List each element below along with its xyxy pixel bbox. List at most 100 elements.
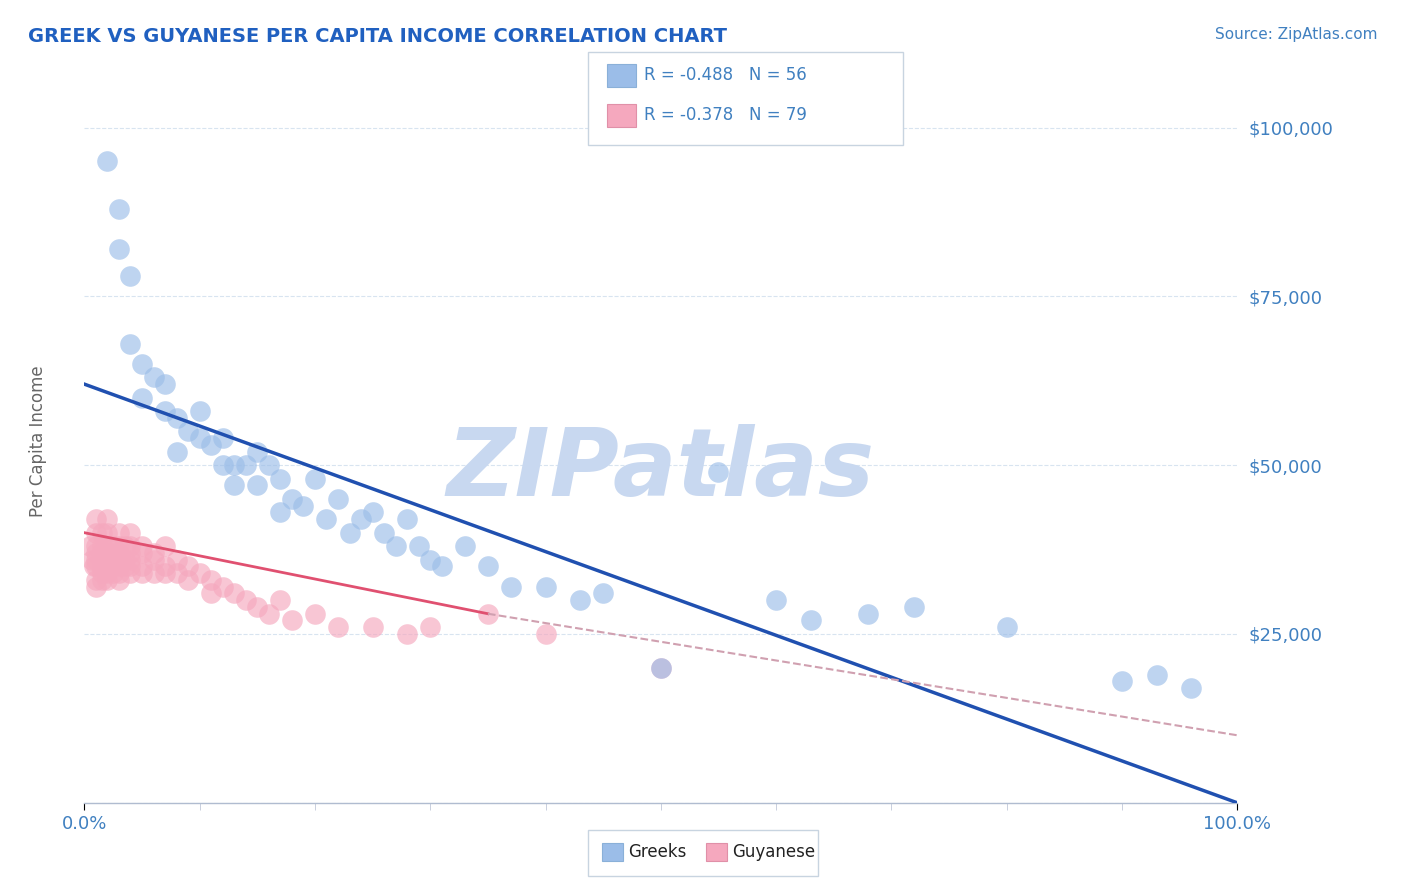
Point	[96, 539, 118, 553]
Point	[315, 512, 337, 526]
Point	[339, 525, 361, 540]
Point	[177, 559, 200, 574]
Point	[800, 614, 823, 628]
Point	[430, 559, 453, 574]
Point	[396, 627, 419, 641]
Point	[292, 499, 315, 513]
Point	[90, 566, 112, 581]
Point	[534, 627, 557, 641]
Point	[131, 391, 153, 405]
Point	[224, 458, 246, 472]
Point	[304, 472, 326, 486]
Point	[131, 357, 153, 371]
Point	[477, 607, 499, 621]
Point	[257, 458, 280, 472]
Text: Greeks: Greeks	[628, 843, 688, 861]
Point	[166, 411, 188, 425]
Text: GREEK VS GUYANESE PER CAPITA INCOME CORRELATION CHART: GREEK VS GUYANESE PER CAPITA INCOME CORR…	[28, 27, 727, 45]
Point	[1111, 674, 1133, 689]
Point	[120, 336, 142, 351]
Point	[90, 573, 112, 587]
Point	[361, 505, 384, 519]
Point	[188, 431, 211, 445]
Point	[131, 559, 153, 574]
Point	[858, 607, 880, 621]
Point	[90, 559, 112, 574]
Point	[419, 552, 441, 566]
Point	[188, 404, 211, 418]
Point	[120, 546, 142, 560]
Point	[224, 586, 246, 600]
Point	[90, 525, 112, 540]
Point	[83, 559, 105, 574]
Point	[408, 539, 430, 553]
Point	[131, 539, 153, 553]
Point	[142, 370, 165, 384]
Point	[707, 465, 730, 479]
Text: Guyanese: Guyanese	[733, 843, 815, 861]
Point	[246, 478, 269, 492]
Point	[120, 566, 142, 581]
Point	[281, 614, 304, 628]
Point	[499, 580, 522, 594]
Point	[153, 539, 176, 553]
Point	[90, 552, 112, 566]
Point	[995, 620, 1018, 634]
Point	[131, 566, 153, 581]
Point	[114, 552, 136, 566]
Point	[108, 202, 131, 216]
Point	[235, 458, 257, 472]
Text: R = -0.378   N = 79: R = -0.378 N = 79	[644, 106, 807, 124]
Point	[326, 620, 349, 634]
Point	[396, 512, 419, 526]
Point	[650, 661, 672, 675]
Point	[84, 546, 107, 560]
Point	[361, 620, 384, 634]
Text: Per Capita Income: Per Capita Income	[30, 366, 48, 517]
Point	[373, 525, 395, 540]
Point	[534, 580, 557, 594]
Point	[269, 472, 291, 486]
Point	[153, 566, 176, 581]
Point	[96, 573, 118, 587]
Point	[246, 599, 269, 614]
Point	[120, 552, 142, 566]
Point	[200, 573, 222, 587]
Point	[235, 593, 257, 607]
Point	[84, 539, 107, 553]
Point	[90, 546, 112, 560]
Point	[211, 458, 233, 472]
Point	[114, 559, 136, 574]
Point	[120, 269, 142, 284]
Point	[103, 546, 124, 560]
Point	[84, 512, 107, 526]
Point	[153, 377, 176, 392]
Point	[569, 593, 592, 607]
Point	[142, 566, 165, 581]
Point	[142, 552, 165, 566]
Point	[592, 586, 614, 600]
Point	[96, 552, 118, 566]
Point	[454, 539, 477, 553]
Text: R = -0.488   N = 56: R = -0.488 N = 56	[644, 66, 807, 84]
Point	[1146, 667, 1168, 681]
Point	[96, 546, 118, 560]
Point	[108, 552, 131, 566]
Point	[269, 505, 291, 519]
Point	[108, 566, 131, 581]
Point	[142, 546, 165, 560]
Point	[108, 573, 131, 587]
Point	[269, 593, 291, 607]
Point	[650, 661, 672, 675]
Point	[79, 539, 101, 553]
Point	[131, 546, 153, 560]
Point	[114, 539, 136, 553]
Point	[326, 491, 349, 506]
Point	[257, 607, 280, 621]
Point	[350, 512, 373, 526]
Point	[304, 607, 326, 621]
Point	[153, 559, 176, 574]
Point	[108, 546, 131, 560]
Point	[96, 525, 118, 540]
Text: Source: ZipAtlas.com: Source: ZipAtlas.com	[1215, 27, 1378, 42]
